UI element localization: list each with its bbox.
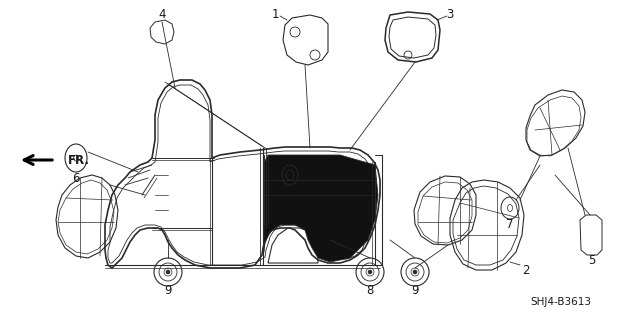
Text: 9: 9 <box>164 284 172 296</box>
Text: SHJ4-B3613: SHJ4-B3613 <box>530 297 591 307</box>
Circle shape <box>166 270 170 274</box>
Text: 2: 2 <box>522 263 529 277</box>
Text: FR.: FR. <box>68 153 90 167</box>
Text: 5: 5 <box>588 254 596 266</box>
Text: 7: 7 <box>506 218 514 231</box>
Circle shape <box>368 270 372 274</box>
Text: 4: 4 <box>158 8 166 20</box>
Polygon shape <box>264 155 378 262</box>
Text: 9: 9 <box>412 284 419 296</box>
Text: 1: 1 <box>271 8 279 20</box>
Text: 8: 8 <box>366 284 374 296</box>
Text: 3: 3 <box>446 8 454 20</box>
Circle shape <box>413 270 417 274</box>
Text: 6: 6 <box>72 172 80 184</box>
